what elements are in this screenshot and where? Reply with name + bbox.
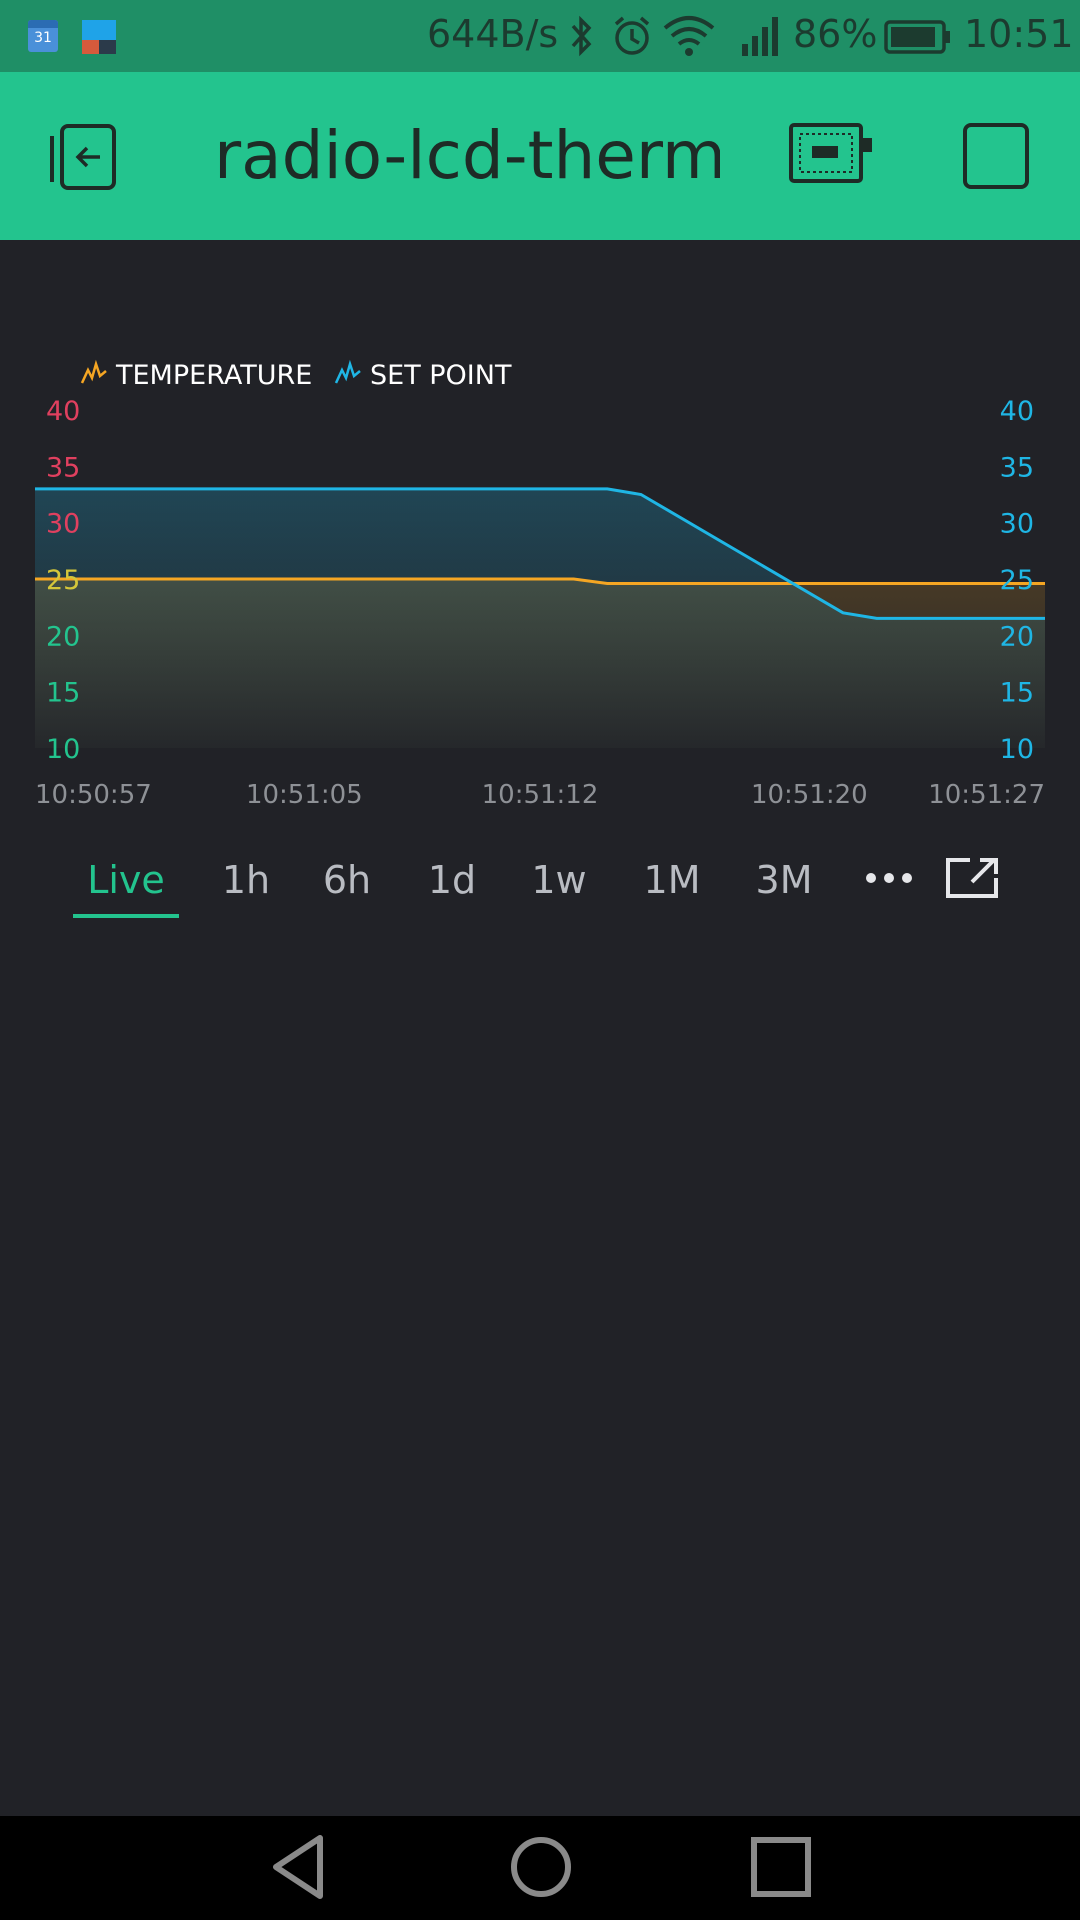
y-tick-left: 30: [46, 509, 80, 540]
x-tick: 10:50:57: [35, 780, 152, 810]
y-tick-right: 15: [1000, 678, 1034, 709]
x-tick: 10:51:27: [928, 780, 1045, 810]
stop-icon[interactable]: [962, 122, 1030, 190]
recents-square-icon[interactable]: [750, 1836, 812, 1898]
legend-item-temperature[interactable]: TEMPERATURE: [80, 359, 312, 391]
x-tick: 10:51:05: [246, 780, 363, 810]
tab-1w[interactable]: 1w: [531, 858, 587, 902]
net-speed: 644B/s: [427, 12, 559, 56]
y-tick-left: 10: [46, 734, 80, 765]
back-icon[interactable]: [46, 122, 122, 192]
wifi-icon: [663, 16, 715, 56]
page-title: radio-lcd-thermostat: [214, 117, 720, 194]
navigation-bar: [0, 1816, 1080, 1920]
legend-label-temperature: TEMPERATURE: [115, 360, 312, 391]
device-icon[interactable]: [788, 122, 874, 184]
expand-icon[interactable]: [944, 856, 1000, 900]
y-tick-right: 20: [1000, 621, 1034, 652]
clock: 10:51: [964, 12, 1074, 56]
tab-1d[interactable]: 1d: [427, 858, 477, 902]
y-tick-left: 40: [46, 396, 80, 427]
set-point-line: [35, 487, 1045, 620]
alarm-icon: [614, 16, 650, 55]
battery-percent: 86%: [793, 12, 878, 56]
temperature-legend-icon: [80, 359, 107, 384]
set-point-area: [35, 488, 1045, 748]
set-point-legend-icon: [334, 359, 361, 384]
tab-6h[interactable]: 6h: [322, 858, 372, 902]
legend-item-set-point[interactable]: SET POINT: [334, 359, 512, 391]
back-triangle-icon[interactable]: [270, 1834, 328, 1900]
more-icon[interactable]: [864, 866, 914, 890]
x-tick: 10:51:12: [482, 780, 599, 810]
temperature-line: [35, 577, 1045, 585]
app-icon: [82, 20, 116, 54]
y-tick-right: 35: [1000, 452, 1034, 483]
y-tick-right: 25: [1000, 565, 1034, 596]
calendar-day: 31: [34, 30, 52, 46]
bluetooth-icon: [571, 15, 592, 57]
home-circle-icon[interactable]: [508, 1834, 574, 1900]
calendar-icon: 31: [28, 20, 58, 52]
chart: TEMPERATURE SET POINT 40 35 30 25 20 15 10 40 3…: [35, 359, 1045, 810]
status-bar: 31 644B/s 86% 10:51: [0, 0, 1080, 72]
y-tick-left: 20: [46, 621, 80, 652]
y-tick-left: 25: [46, 565, 80, 596]
chart-legend: TEMPERATURE SET POINT: [80, 359, 512, 391]
battery-icon: [884, 20, 950, 54]
y-tick-right: 30: [1000, 509, 1034, 540]
tab-1h[interactable]: 1h: [221, 858, 271, 902]
tab-1m[interactable]: 1M: [643, 858, 701, 902]
y-tick-left: 15: [46, 678, 80, 709]
tab-live[interactable]: Live: [87, 858, 165, 902]
y-tick-right: 40: [1000, 396, 1034, 427]
signal-icon: [742, 17, 778, 56]
y-tick-left: 35: [46, 452, 80, 483]
active-tab-indicator: [73, 914, 179, 918]
y-tick-right: 10: [1000, 734, 1034, 765]
tab-3m[interactable]: 3M: [755, 858, 813, 902]
app-header: radio-lcd-thermostat: [0, 72, 1080, 240]
x-tick: 10:51:20: [751, 780, 868, 810]
legend-label-set-point: SET POINT: [370, 360, 512, 391]
